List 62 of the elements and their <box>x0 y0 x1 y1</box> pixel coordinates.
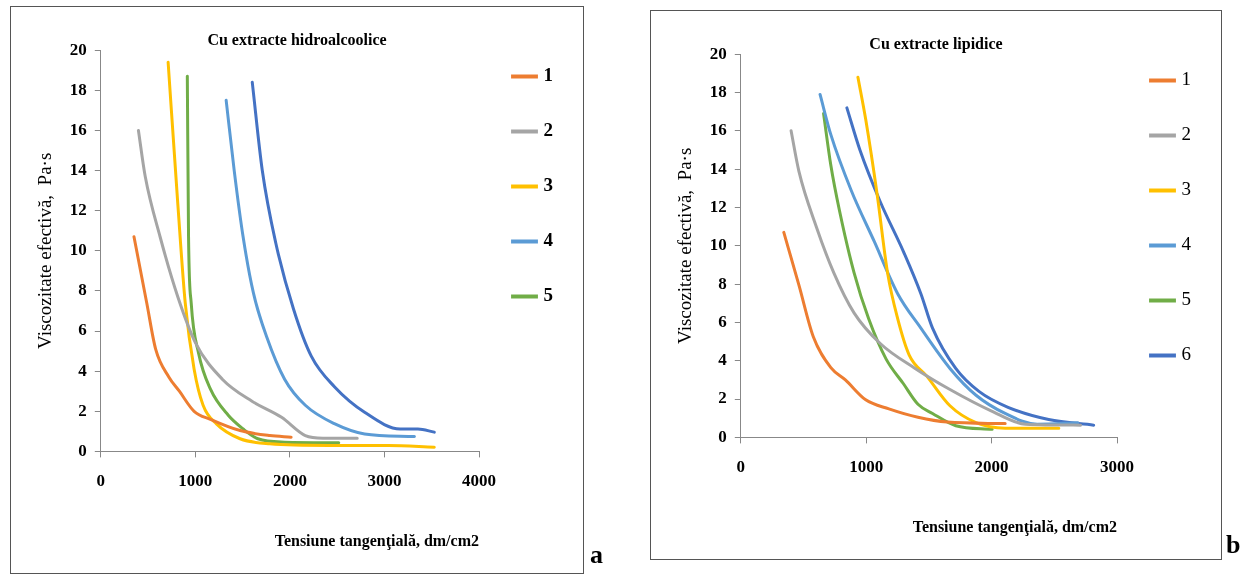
y-tick-label: 12 <box>709 196 727 216</box>
line-series <box>132 235 293 439</box>
y-tick-label: 16 <box>709 120 727 140</box>
y-tick-label: 6 <box>718 311 727 331</box>
y-tick-label: 10 <box>709 235 727 255</box>
y-tick-label: 16 <box>69 119 87 139</box>
y-tick-label: 18 <box>69 79 87 99</box>
y-tick-label: 20 <box>709 43 727 63</box>
legend-label: 2 <box>543 119 553 141</box>
y-axis-title: Viscozitate efectivă, Pa·s <box>674 147 696 344</box>
y-tick-label: 20 <box>69 39 87 59</box>
text: b <box>1226 530 1241 560</box>
line-series <box>185 74 341 445</box>
line-series <box>250 80 436 434</box>
line-series <box>845 106 1096 427</box>
y-tick-label: 0 <box>718 426 727 446</box>
y-tick-label: 0 <box>78 440 87 460</box>
legend-label: 3 <box>1181 178 1191 200</box>
y-tick-label: 18 <box>709 81 727 101</box>
legend-label: 3 <box>543 174 553 196</box>
y-tick-label: 10 <box>69 240 87 260</box>
line-series <box>224 98 416 439</box>
legend-label: 1 <box>543 64 553 86</box>
x-tick-label: 0 <box>736 456 746 476</box>
x-tick-label: 1000 <box>178 470 213 490</box>
y-tick-label: 6 <box>78 320 87 340</box>
legend-label: 5 <box>1181 288 1191 310</box>
x-axis-title: Tensiune tangenţială, dm/cm2 <box>274 531 479 550</box>
x-tick-label: 2000 <box>272 470 307 490</box>
y-tick-label: 8 <box>718 273 727 293</box>
line-series <box>789 129 1083 427</box>
legend-label: 1 <box>1181 68 1191 90</box>
chart-title: Cu extracte hidroalcoolice <box>207 30 387 48</box>
legend-label: 4 <box>543 229 554 251</box>
x-tick-label: 0 <box>96 470 106 490</box>
line-series <box>822 112 994 431</box>
line-series <box>782 230 1007 426</box>
x-axis-title: Tensiune tangenţială, dm/cm2 <box>912 517 1117 536</box>
x-tick-label: 1000 <box>849 456 884 476</box>
line-series <box>856 75 1061 430</box>
y-tick-label: 14 <box>69 159 88 179</box>
line-series <box>136 128 359 440</box>
text: a <box>590 540 603 570</box>
y-tick-label: 8 <box>78 280 87 300</box>
y-tick-label: 14 <box>709 158 728 178</box>
x-tick-label: 2000 <box>974 456 1009 476</box>
y-tick-label: 4 <box>78 360 88 380</box>
chart-title: Cu extracte lipidice <box>869 34 1003 53</box>
legend-label: 6 <box>1181 343 1191 365</box>
y-tick-label: 2 <box>718 388 727 408</box>
y-tick-label: 12 <box>69 200 87 220</box>
legend-label: 2 <box>1181 123 1191 145</box>
line-series <box>166 60 436 449</box>
line-series <box>818 92 1080 426</box>
x-tick-label: 4000 <box>462 470 496 490</box>
y-tick-label: 2 <box>78 400 87 420</box>
legend-label: 4 <box>1181 233 1192 255</box>
y-tick-label: 4 <box>718 350 728 370</box>
legend-label: 5 <box>543 284 553 306</box>
y-axis-title: Viscozitate efectivă, Pa·s <box>34 152 56 349</box>
x-tick-label: 3000 <box>1100 456 1134 476</box>
x-tick-label: 3000 <box>367 470 402 490</box>
